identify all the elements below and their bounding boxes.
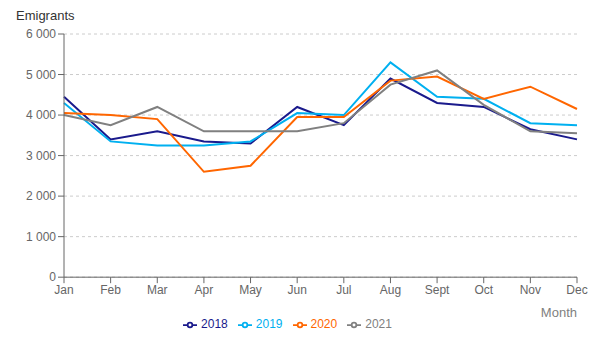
svg-text:0: 0 xyxy=(49,270,56,284)
svg-text:Mar: Mar xyxy=(147,283,168,297)
svg-text:May: May xyxy=(239,283,262,297)
svg-text:6 000: 6 000 xyxy=(26,27,56,41)
html-text:2021: 2021 xyxy=(365,317,392,332)
svg-text:Nov: Nov xyxy=(520,283,541,297)
svg-text:Jul: Jul xyxy=(336,283,351,297)
html-text:2020: 2020 xyxy=(310,317,338,332)
svg-text:Jan: Jan xyxy=(54,283,73,297)
html-text:Emigrants: Emigrants xyxy=(16,8,75,23)
svg-text:3 000: 3 000 xyxy=(26,149,56,163)
svg-text:Oct: Oct xyxy=(474,283,493,297)
html-text:2018: 2018 xyxy=(201,317,228,332)
svg-text:Month: Month xyxy=(541,305,577,320)
svg-text:4 000: 4 000 xyxy=(26,108,56,122)
svg-text:Feb: Feb xyxy=(100,283,121,297)
svg-text:5 000: 5 000 xyxy=(26,68,56,82)
svg-text:2 000: 2 000 xyxy=(26,189,56,203)
svg-text:1 000: 1 000 xyxy=(26,230,56,244)
svg-text:Dec: Dec xyxy=(566,283,587,297)
svg-text:Aug: Aug xyxy=(380,283,401,297)
svg-text:Apr: Apr xyxy=(195,283,214,297)
svg-text:Jun: Jun xyxy=(288,283,307,297)
svg-text:Sept: Sept xyxy=(425,283,450,297)
html-text:2019: 2019 xyxy=(255,317,283,332)
